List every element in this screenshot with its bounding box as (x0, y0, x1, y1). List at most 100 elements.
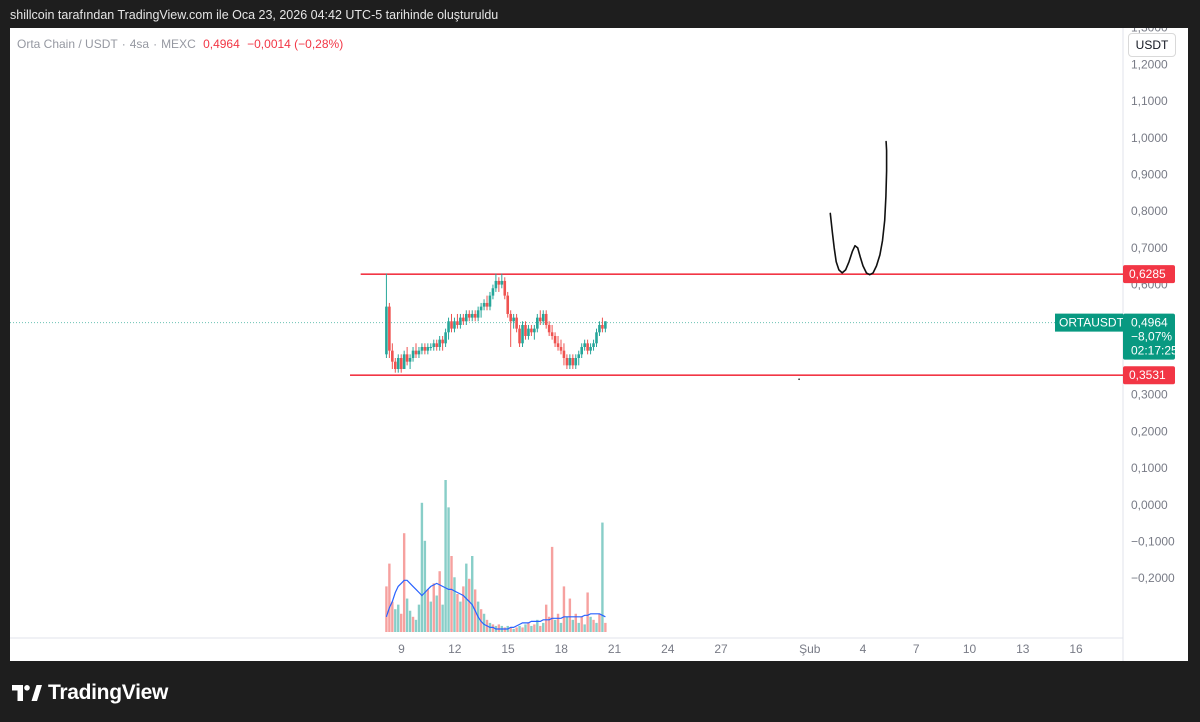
volume-bar (512, 628, 515, 632)
candle-body (583, 343, 586, 347)
candle-body (432, 343, 436, 347)
y-tick-label: 0,9000 (1131, 168, 1168, 182)
horizontal-line-price-label: 0,3531 (1129, 368, 1166, 382)
tradingview-logo-text: TradingView (48, 681, 169, 704)
candle-body (556, 343, 560, 347)
candle-body (524, 324, 527, 336)
candle-body (453, 321, 456, 329)
freehand-w-drawing (829, 140, 888, 276)
legend-interval[interactable]: 4sa (129, 37, 150, 51)
volume-bar (450, 556, 453, 632)
symbol-name-tag (1055, 313, 1123, 332)
volume-bar (391, 601, 394, 632)
volume-bar (542, 622, 545, 632)
symbol-name-label: ORTAUSDT (1059, 316, 1125, 330)
legend-exchange: MEXC (161, 37, 196, 51)
candle-body (559, 346, 563, 351)
candle-body (553, 335, 557, 344)
candle-body (541, 313, 545, 322)
candle-body (562, 350, 566, 358)
candle-body (388, 306, 391, 351)
volume-bar (565, 616, 569, 632)
drawing-dot (798, 378, 800, 381)
legend-pair[interactable]: Orta Chain / USDT (17, 37, 118, 51)
volume-bar (571, 619, 575, 632)
volume-bar (400, 613, 403, 632)
candle-body (536, 317, 539, 329)
candle-body (503, 280, 507, 296)
volume-bar (471, 556, 474, 632)
last-price-tag (1123, 313, 1175, 360)
x-tick-label: 27 (714, 642, 728, 656)
volume-bar (601, 522, 604, 632)
legend-change: −0,0014 (−0,28%) (247, 37, 344, 51)
volume-bar (553, 619, 557, 632)
volume-bar (547, 616, 551, 632)
volume-bar (462, 586, 465, 632)
volume-bar (580, 616, 583, 632)
caption-text: shillcoin tarafından TradingView.com ile… (10, 8, 499, 22)
chart-panel[interactable]: 1,3000 1,2000 1,1000 1,0000 0,9000 0,8000 0,70… (10, 28, 1188, 661)
candle-body (402, 354, 406, 370)
candle-body (456, 321, 459, 325)
candle-body (589, 346, 592, 351)
candle-body (580, 346, 584, 355)
volume-bar (518, 625, 521, 632)
candle-body (417, 350, 421, 355)
candle-body (414, 350, 418, 355)
candle-body (405, 354, 409, 362)
candle-body (512, 317, 515, 322)
candle-body (601, 324, 604, 329)
x-tick-label: 10 (963, 642, 977, 656)
candle-body (592, 343, 595, 347)
last-change-label: −8,07% (1131, 330, 1172, 344)
candle-body (550, 332, 554, 336)
candle-body (429, 346, 433, 348)
y-tick-label: 0,8000 (1131, 204, 1168, 218)
horizontal-line-price-tag (1123, 265, 1175, 284)
volume-bar (527, 622, 530, 632)
volume-bar (586, 592, 589, 632)
currency-button[interactable]: USDT (1128, 33, 1176, 57)
volume-bar (411, 616, 415, 632)
volume-bar (533, 624, 536, 632)
candle-body (399, 358, 403, 370)
candle-body (438, 339, 441, 347)
legend-price: 0,4964 (203, 37, 240, 51)
candle-body (396, 358, 400, 370)
volume-bar (556, 613, 560, 632)
volume-bar (598, 613, 601, 632)
tradingview-logo[interactable]: TradingView (12, 681, 168, 705)
candle-body (518, 328, 521, 344)
candle-body (426, 346, 430, 351)
volume-bar (509, 627, 512, 632)
y-tick-label: 0,3000 (1131, 388, 1168, 402)
candle-body (521, 324, 524, 344)
x-tick-label: 24 (661, 642, 675, 656)
candle-body (565, 358, 569, 366)
volume-bar (521, 627, 524, 632)
candle-body (595, 332, 598, 344)
volume-bar (559, 622, 563, 632)
candle-body (509, 313, 512, 322)
volume-bar (482, 613, 486, 632)
countdown-label: 02:17:25 (1131, 344, 1178, 358)
volume-bar (414, 619, 418, 632)
candle-body (408, 358, 412, 362)
y-tick-label: 1,1000 (1131, 94, 1168, 108)
volume-bar (583, 624, 586, 632)
candle-body (491, 288, 495, 296)
y-tick-label: 0,1000 (1131, 461, 1168, 475)
volume-bar (539, 625, 542, 632)
volume-bar (562, 586, 566, 632)
volume-bar (438, 571, 441, 632)
volume-bar (402, 533, 406, 632)
volume-bar (447, 507, 450, 632)
volume-bar (491, 624, 495, 632)
candle-body (604, 321, 607, 329)
x-tick-label: Şub (799, 642, 821, 656)
price-chart[interactable]: 1,3000 1,2000 1,1000 1,0000 0,9000 0,8000 0,70… (10, 28, 1188, 661)
volume-bar (441, 604, 444, 632)
candle-body (571, 358, 575, 366)
candle-body (515, 317, 518, 329)
